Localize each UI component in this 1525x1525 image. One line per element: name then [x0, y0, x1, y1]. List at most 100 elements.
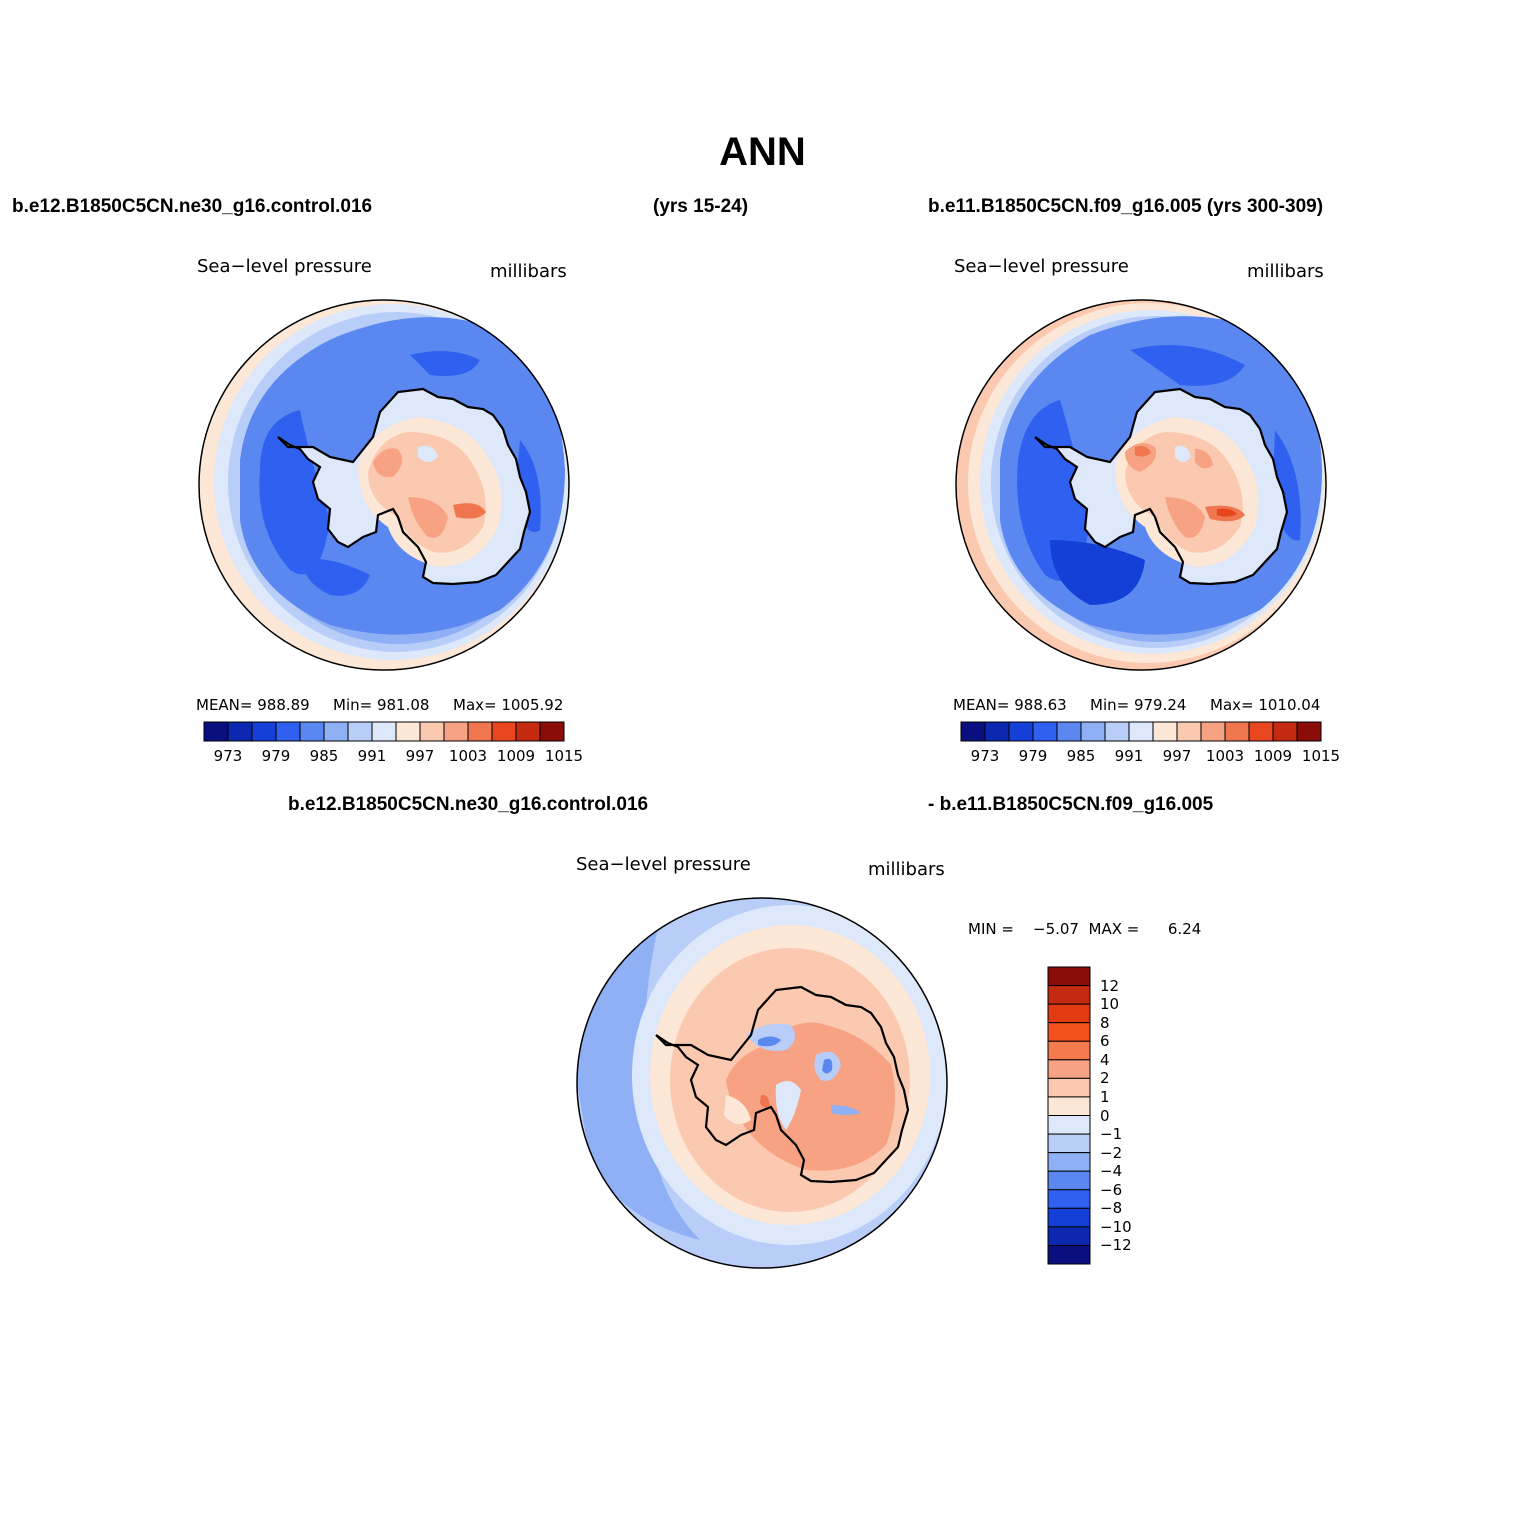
panel1-colorbar-box — [515, 721, 541, 742]
years-header: (yrs 15-24) — [653, 196, 749, 217]
diff-colorbar-tick-label: 0 — [1100, 1106, 1110, 1125]
diff-colorbar-tick-label: −10 — [1100, 1217, 1132, 1236]
panel1-colorbar-box — [251, 721, 277, 742]
diff-colorbar-tick-label: 6 — [1100, 1032, 1110, 1051]
diff-colorbar-box — [1047, 1189, 1091, 1209]
diff-colorbar-tick-label: 1 — [1100, 1087, 1110, 1106]
panel1-units-label: millibars — [490, 261, 567, 282]
panel2-colorbar-box — [960, 721, 986, 742]
diff-colorbar-tick-label: −6 — [1100, 1180, 1123, 1199]
diff-colorbar-box — [1047, 1022, 1091, 1042]
panel2-colorbar-box — [1224, 721, 1250, 742]
diff-colorbar-box — [1047, 1096, 1091, 1116]
panel1-colorbar-tick-label: 1003 — [448, 747, 488, 765]
panel1-colorbar-tick-label: 979 — [261, 747, 291, 765]
panel1-colorbar-box — [227, 721, 253, 742]
diff-colorbar — [1047, 966, 1091, 1265]
panel1-colorbar-box — [203, 721, 229, 742]
diff-colorbar-box — [1047, 1059, 1091, 1079]
panel2-colorbar-box — [1176, 721, 1202, 742]
case-header-right: b.e11.B1850C5CN.f09_g16.005 (yrs 300-309… — [928, 196, 1324, 217]
panel1-colorbar-tick-label: 1015 — [544, 747, 584, 765]
diff-colorbar-box — [1047, 1115, 1091, 1135]
panel2-colorbar-tick-label: 979 — [1018, 747, 1048, 765]
panel2-colorbar-tick-label: 1009 — [1253, 747, 1293, 765]
panel2-colorbar-box — [1200, 721, 1226, 742]
panel1-colorbar-box — [323, 721, 349, 742]
panel1-min: Min= 981.08 — [333, 696, 430, 714]
panel1-colorbar-tick-label: 1009 — [496, 747, 536, 765]
diff-colorbar-tick-label: 12 — [1100, 976, 1120, 995]
diff-colorbar-tick-label: −2 — [1100, 1143, 1123, 1162]
panel1-colorbar-tick-label: 991 — [357, 747, 387, 765]
panel2-min: Min= 979.24 — [1090, 696, 1187, 714]
panel1-map — [199, 300, 569, 670]
diff-colorbar-box — [1047, 1003, 1091, 1024]
panel1-colorbar — [203, 721, 565, 742]
panel2-colorbar-tick-label: 997 — [1162, 747, 1192, 765]
panel1-colorbar-box — [539, 721, 565, 742]
panel2-variable-label: Sea−level pressure — [954, 256, 1129, 277]
panel1-colorbar-box — [395, 721, 421, 742]
panel2-colorbar-box — [984, 721, 1010, 742]
panel2-colorbar-box — [1056, 721, 1082, 742]
panel1-colorbar-box — [347, 721, 373, 742]
panel2-colorbar-box — [1296, 721, 1322, 742]
panel3-map — [577, 898, 947, 1268]
panel2-boundary — [955, 299, 1327, 671]
panel1-colorbar-box — [443, 721, 469, 742]
panel2-colorbar-box — [1272, 721, 1298, 742]
panel2-max: Max= 1010.04 — [1210, 696, 1321, 714]
panel1-colorbar-tick-label: 997 — [405, 747, 435, 765]
diff-colorbar-box — [1047, 1133, 1091, 1154]
panel2-colorbar-box — [1008, 721, 1034, 742]
panel2-units-label: millibars — [1247, 261, 1324, 282]
panel1-colorbar-box — [467, 721, 493, 742]
diff-colorbar-tick-label: −1 — [1100, 1125, 1123, 1144]
case-header-left: b.e12.B1850C5CN.ne30_g16.control.016 — [12, 196, 373, 217]
panel2-colorbar-box — [1128, 721, 1154, 742]
panel2-colorbar-box — [1152, 721, 1178, 742]
diff-colorbar-tick-label: −8 — [1100, 1199, 1123, 1218]
diff-colorbar-tick-label: 10 — [1100, 995, 1120, 1014]
panel1-max: Max= 1005.92 — [453, 696, 564, 714]
panel2-colorbar-tick-label: 991 — [1114, 747, 1144, 765]
diff-colorbar-box — [1047, 966, 1091, 987]
panel1-colorbar-box — [419, 721, 445, 742]
panel1-boundary — [198, 299, 570, 671]
panel2-colorbar-box — [1080, 721, 1106, 742]
panel1-colorbar-tick-label: 973 — [213, 747, 243, 765]
panel3-boundary — [576, 897, 948, 1269]
diff-header-left: b.e12.B1850C5CN.ne30_g16.control.016 — [288, 794, 649, 815]
diff-colorbar-box — [1047, 1226, 1091, 1246]
diff-colorbar-tick-label: 2 — [1100, 1069, 1110, 1088]
panel3-minmax: MIN = −5.07 MAX = 6.24 — [968, 920, 1202, 938]
diff-header-right: - b.e11.B1850C5CN.f09_g16.005 — [928, 794, 1214, 815]
diff-colorbar-box — [1047, 1077, 1091, 1098]
diff-colorbar-box — [1047, 1040, 1091, 1061]
panel2-mean: MEAN= 988.63 — [953, 696, 1067, 714]
plot-title: ANN — [719, 130, 806, 174]
panel1-mean: MEAN= 988.89 — [196, 696, 310, 714]
panel1-colorbar-box — [491, 721, 517, 742]
panel1-colorbar-box — [371, 721, 397, 742]
panel2-colorbar-box — [1032, 721, 1058, 742]
diff-colorbar-tick-label: −12 — [1100, 1236, 1132, 1255]
panel2-colorbar-box — [1248, 721, 1274, 742]
panel3-units-label: millibars — [868, 859, 945, 880]
panel3-variable-label: Sea−level pressure — [576, 854, 751, 875]
panel2-colorbar-tick-label: 985 — [1066, 747, 1096, 765]
diff-colorbar-box — [1047, 1207, 1091, 1228]
panel2-colorbar-box — [1104, 721, 1130, 742]
panel1-colorbar-box — [275, 721, 301, 742]
panel2-colorbar — [960, 721, 1322, 742]
diff-colorbar-box — [1047, 1170, 1091, 1191]
panel1-colorbar-tick-label: 985 — [309, 747, 339, 765]
panel1-variable-label: Sea−level pressure — [197, 256, 372, 277]
diff-colorbar-tick-label: −4 — [1100, 1162, 1123, 1181]
diff-colorbar-box — [1047, 1152, 1091, 1172]
diff-colorbar-tick-label: 8 — [1100, 1013, 1110, 1032]
panel1-colorbar-box — [299, 721, 325, 742]
panel2-colorbar-tick-label: 973 — [970, 747, 1000, 765]
